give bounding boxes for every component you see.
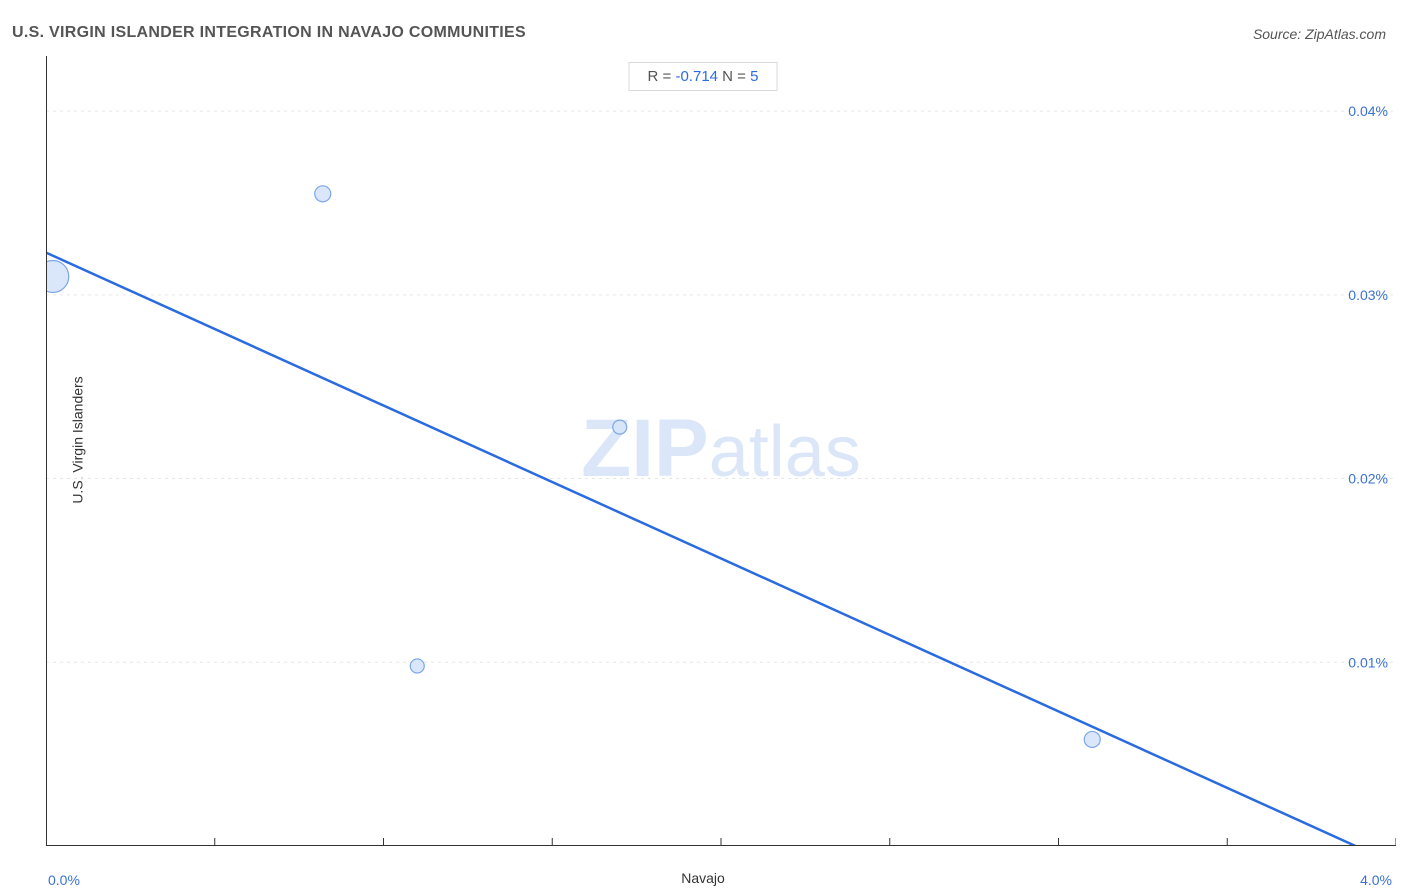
n-value: 5 — [750, 68, 758, 85]
r-value: -0.714 — [675, 68, 718, 85]
plot-area: ZIPatlas 0.01%0.02%0.03%0.04% — [46, 56, 1396, 846]
x-axis-label: Navajo — [0, 870, 1406, 886]
chart-container: U.S. VIRGIN ISLANDER INTEGRATION IN NAVA… — [0, 0, 1406, 892]
x-axis-min: 0.0% — [48, 872, 80, 888]
source-attribution: Source: ZipAtlas.com — [1253, 26, 1386, 42]
chart-title: U.S. VIRGIN ISLANDER INTEGRATION IN NAVA… — [12, 24, 526, 42]
stats-box: R = -0.714 N = 5 — [629, 62, 778, 91]
n-label: N = — [718, 68, 750, 85]
plot-frame — [46, 56, 1396, 846]
r-label: R = — [648, 68, 676, 85]
x-axis-max: 4.0% — [1360, 872, 1392, 888]
